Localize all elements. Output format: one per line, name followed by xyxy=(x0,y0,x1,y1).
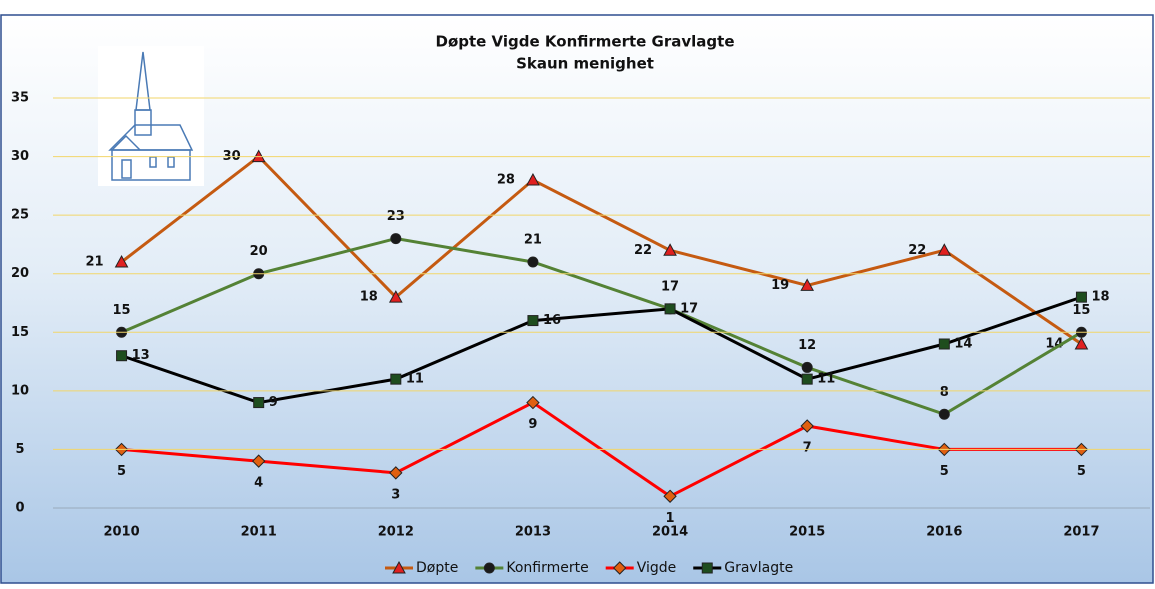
x-tick-label: 2014 xyxy=(652,525,688,540)
data-label: 18 xyxy=(1091,290,1109,305)
point-marker xyxy=(802,374,812,384)
legend-label: Vigde xyxy=(637,560,677,576)
data-label: 20 xyxy=(250,244,268,259)
data-label: 12 xyxy=(798,338,816,353)
data-label: 3 xyxy=(391,487,400,502)
data-label: 15 xyxy=(113,303,131,318)
data-label: 16 xyxy=(543,313,561,328)
x-tick-label: 2015 xyxy=(789,525,825,540)
point-marker xyxy=(1076,292,1086,302)
x-tick-label: 2011 xyxy=(241,525,277,540)
point-marker xyxy=(939,409,949,419)
point-marker xyxy=(528,257,538,267)
data-label: 18 xyxy=(360,290,378,305)
point-marker xyxy=(391,374,401,384)
y-tick-label: 25 xyxy=(11,208,29,223)
y-tick-label: 35 xyxy=(11,91,29,106)
data-label: 13 xyxy=(132,348,150,363)
point-marker xyxy=(117,351,127,361)
data-label: 5 xyxy=(1077,464,1086,479)
data-label: 14 xyxy=(954,337,972,352)
x-tick-label: 2012 xyxy=(378,525,414,540)
point-marker xyxy=(802,362,812,372)
chart-title: Døpte Vigde Konfirmerte Gravlagte xyxy=(436,33,735,51)
church-image xyxy=(98,46,204,186)
data-label: 5 xyxy=(117,464,126,479)
data-label: 21 xyxy=(524,233,542,248)
data-label: 8 xyxy=(940,385,949,400)
point-marker xyxy=(391,234,401,244)
data-label: 23 xyxy=(387,209,405,224)
point-marker xyxy=(528,316,538,326)
data-label: 28 xyxy=(497,173,515,188)
chart: Døpte Vigde Konfirmerte Gravlagte Skaun … xyxy=(0,0,1155,585)
data-label: 22 xyxy=(908,243,926,258)
data-label: 22 xyxy=(634,243,652,258)
y-tick-label: 20 xyxy=(11,266,29,281)
data-label: 19 xyxy=(771,278,789,293)
data-label: 7 xyxy=(803,441,812,456)
x-tick-label: 2016 xyxy=(926,525,962,540)
x-tick-label: 2017 xyxy=(1063,525,1099,540)
legend-marker xyxy=(702,563,712,573)
legend-label: Døpte xyxy=(416,560,458,576)
y-tick-label: 30 xyxy=(11,149,29,164)
y-tick-label: 10 xyxy=(11,383,29,398)
chart-subtitle: Skaun menighet xyxy=(516,55,654,73)
legend-label: Gravlagte xyxy=(724,560,793,576)
legend-marker xyxy=(484,563,494,573)
y-tick-label: 5 xyxy=(15,442,24,457)
x-tick-label: 2010 xyxy=(103,525,139,540)
data-label: 11 xyxy=(406,372,424,387)
data-label: 5 xyxy=(940,464,949,479)
legend-label: Konfirmerte xyxy=(506,560,588,576)
data-label: 17 xyxy=(661,279,679,294)
data-label: 11 xyxy=(817,372,835,387)
data-label: 21 xyxy=(85,255,103,270)
data-label: 4 xyxy=(254,476,263,491)
y-tick-label: 0 xyxy=(15,501,24,516)
point-marker xyxy=(939,339,949,349)
data-label: 9 xyxy=(269,395,278,410)
data-label: 17 xyxy=(680,301,698,316)
point-marker xyxy=(665,304,675,314)
y-tick-label: 15 xyxy=(11,325,29,340)
x-tick-label: 2013 xyxy=(515,525,551,540)
data-label: 9 xyxy=(528,417,537,432)
data-label: 15 xyxy=(1072,303,1090,318)
point-marker xyxy=(254,398,264,408)
